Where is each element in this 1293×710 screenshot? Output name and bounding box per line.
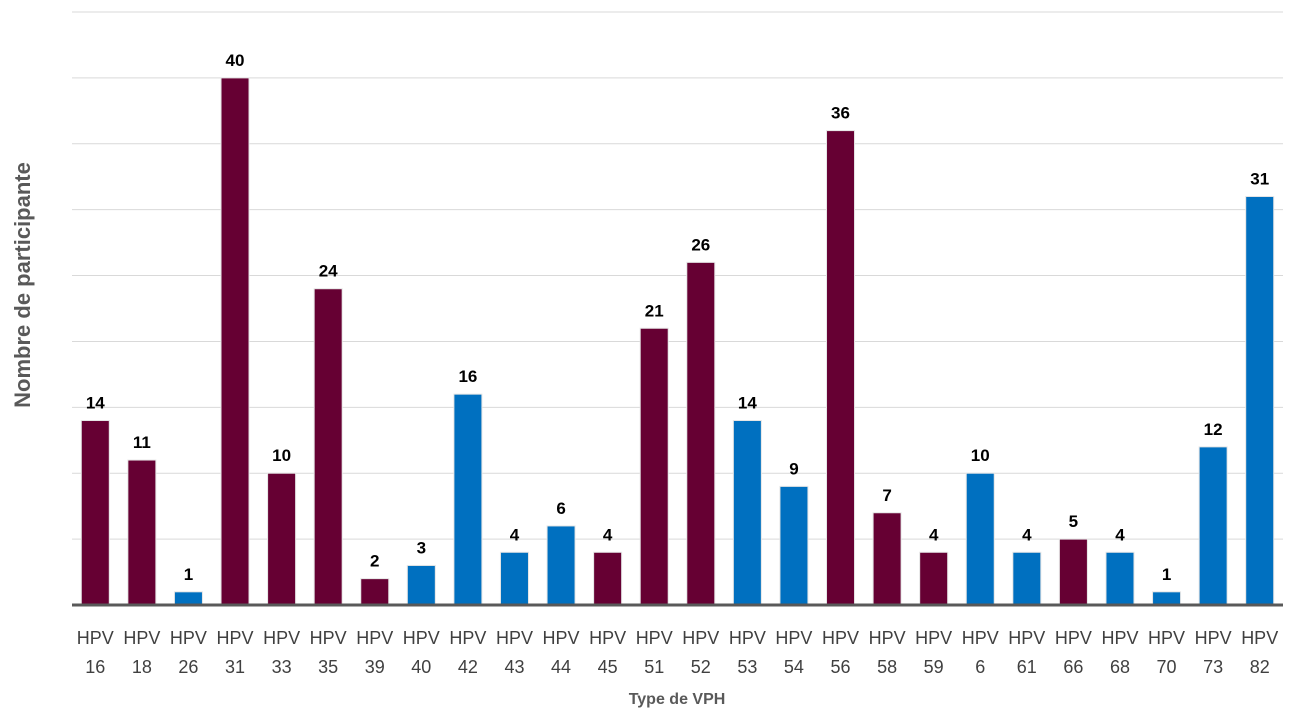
x-tick-label: HPV 33: [263, 628, 301, 677]
bar: [406, 564, 436, 606]
data-label: 26: [691, 235, 710, 254]
bar: [872, 512, 902, 606]
bar: [499, 551, 529, 606]
data-label: 4: [1115, 525, 1125, 544]
bar: [1245, 195, 1275, 606]
data-label: 2: [370, 552, 379, 571]
data-label: 14: [86, 394, 105, 413]
bar: [80, 420, 110, 606]
data-label: 21: [645, 301, 664, 320]
bar: [313, 288, 343, 606]
data-label: 1: [184, 565, 193, 584]
x-tick-label: HPV 59: [915, 628, 953, 677]
x-tick-label: HPV 66: [1054, 628, 1092, 677]
data-label: 6: [556, 499, 565, 518]
x-tick-label: HPV 39: [356, 628, 394, 677]
x-tick-label: HPV 54: [775, 628, 813, 677]
data-label: 31: [1250, 169, 1269, 188]
data-label: 5: [1069, 512, 1078, 531]
bar: [1198, 446, 1228, 606]
data-label: 4: [510, 525, 520, 544]
x-tick-label: HPV 51: [635, 628, 673, 677]
data-label: 9: [789, 459, 798, 478]
x-tick-label: HPV 43: [495, 628, 533, 677]
bar: [826, 130, 856, 606]
data-label: 24: [319, 262, 338, 281]
x-tick-label: HPV 53: [728, 628, 766, 677]
x-tick-label: HPV 56: [822, 628, 860, 677]
data-label: 3: [417, 538, 426, 557]
bar: [267, 472, 297, 606]
bar: [686, 261, 716, 606]
bar: [453, 393, 483, 606]
data-label: 4: [929, 525, 939, 544]
x-tick-label: HPV 35: [309, 628, 347, 677]
x-tick-label: HPV 16: [76, 628, 114, 677]
x-tick-label: HPV 40: [402, 628, 440, 677]
bar: [639, 327, 669, 606]
bar: [965, 472, 995, 606]
x-tick-label: HPV 26: [169, 628, 207, 677]
data-label: 7: [882, 486, 891, 505]
x-tick-label: HPV 61: [1008, 628, 1046, 677]
bar: [1152, 591, 1182, 606]
data-label: 14: [738, 394, 757, 413]
bar: [1012, 551, 1042, 606]
x-tick-label: HPV 73: [1194, 628, 1232, 677]
x-tick-label: HPV 18: [123, 628, 161, 677]
x-tick-label: HPV 68: [1101, 628, 1139, 677]
x-axis-label: Type de VPH: [629, 691, 726, 708]
bar: [593, 551, 623, 606]
x-tick-label: HPV 45: [589, 628, 627, 677]
y-axis-label: Nombre de participante: [10, 162, 35, 408]
data-label: 16: [458, 367, 477, 386]
data-label: 10: [272, 446, 291, 465]
x-tick-label: HPV 6: [961, 628, 999, 677]
x-tick-label: HPV 70: [1148, 628, 1186, 677]
data-label: 40: [226, 51, 245, 70]
data-label: 10: [971, 446, 990, 465]
x-tick-label: HPV 52: [682, 628, 720, 677]
bar: [173, 591, 203, 606]
x-tick-label: HPV 42: [449, 628, 487, 677]
x-tick-label: HPV 58: [868, 628, 906, 677]
data-label: 12: [1204, 420, 1223, 439]
x-tick-label: HPV 31: [216, 628, 254, 677]
data-label: 11: [133, 433, 151, 452]
bar: [1105, 551, 1135, 606]
bar: [220, 77, 250, 606]
data-label: 1: [1162, 565, 1171, 584]
bar: [360, 578, 390, 606]
x-tick-label: HPV 82: [1241, 628, 1279, 677]
bar: [919, 551, 949, 606]
bar: [732, 420, 762, 606]
bar: [127, 459, 157, 606]
bar: [779, 485, 809, 606]
data-label: 4: [1022, 525, 1032, 544]
bar: [1058, 538, 1088, 606]
x-tick-label: HPV 44: [542, 628, 580, 677]
bar: [546, 525, 576, 606]
data-label: 4: [603, 525, 613, 544]
data-label: 36: [831, 104, 850, 123]
